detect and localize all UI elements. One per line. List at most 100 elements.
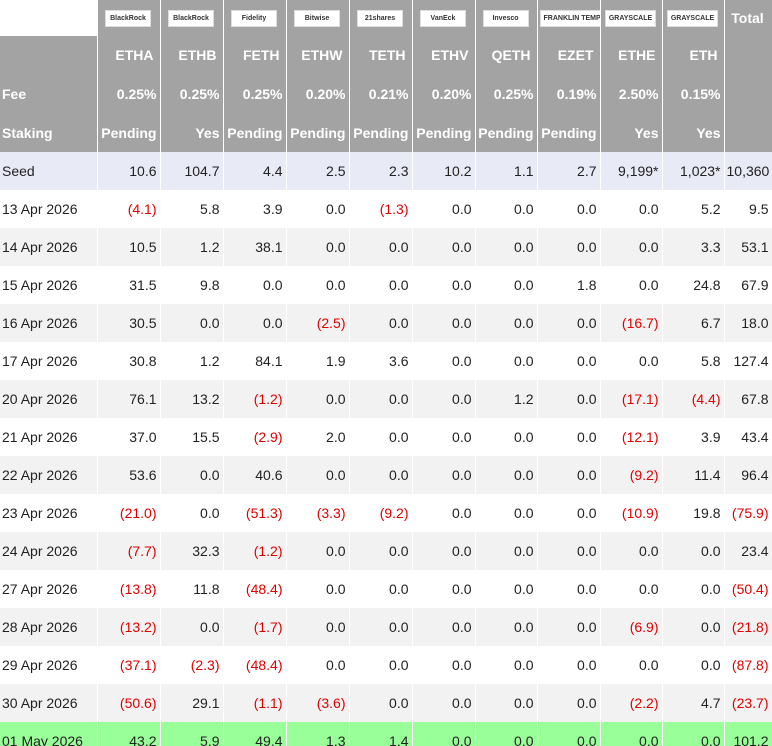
flow-cell: 5.8 — [160, 190, 224, 228]
flow-cell: (13.2) — [97, 608, 161, 646]
flow-cell: 0.0 — [475, 646, 538, 684]
fee-value: 0.25% — [223, 74, 287, 113]
staking-value: Pending — [97, 113, 161, 152]
flow-cell: (1.7) — [223, 608, 287, 646]
flow-cell: 4.7 — [662, 684, 725, 722]
flow-row: 30 Apr 2026 (50.6) 29.1 (1.1) (3.6) 0.0 0.0 0.0… — [0, 684, 772, 722]
flow-cell: 0.0 — [475, 608, 538, 646]
flow-cell: 0.0 — [600, 190, 663, 228]
logo-cell: Bitwise — [286, 0, 350, 36]
flow-cell: 23.4 — [724, 532, 772, 570]
flow-cell: 0.0 — [412, 266, 476, 304]
flow-cell: 0.0 — [223, 304, 287, 342]
flow-cell: 0.0 — [349, 608, 413, 646]
flow-cell: (16.7) — [600, 304, 663, 342]
blank-cell — [724, 113, 772, 152]
flow-cell: (50.6) — [97, 684, 161, 722]
flow-cell: 49.4 — [223, 722, 287, 746]
ticker-row: ETHA ETHB FETH ETHW TETH ETHV QETH EZET ETHE ETH — [0, 36, 772, 74]
flow-cell: (13.8) — [97, 570, 161, 608]
staking-value: Pending — [223, 113, 287, 152]
logo-cell: GRAYSCALE — [600, 0, 663, 36]
flow-cell: 0.0 — [286, 228, 350, 266]
flow-cell: (48.4) — [223, 570, 287, 608]
flow-cell: 101.2 — [724, 722, 772, 746]
flow-cell: 0.0 — [537, 608, 601, 646]
date-cell: 23 Apr 2026 — [0, 494, 98, 532]
flow-cell: 0.0 — [349, 418, 413, 456]
flow-cell: 0.0 — [475, 456, 538, 494]
flow-cell: 1.4 — [349, 722, 413, 746]
flow-cell: 0.0 — [475, 190, 538, 228]
flow-row: 16 Apr 2026 30.5 0.0 0.0 (2.5) 0.0 0.0 0.0 0.0 (1… — [0, 304, 772, 342]
flow-row: 24 Apr 2026 (7.7) 32.3 (1.2) 0.0 0.0 0.0 0.0 0.0… — [0, 532, 772, 570]
flow-cell: (48.4) — [223, 646, 287, 684]
flow-cell: 0.0 — [475, 532, 538, 570]
logo-row: BlackRock BlackRock Fidelity Bitwise 21share… — [0, 0, 772, 36]
flow-cell: 2.7 — [537, 152, 601, 190]
flow-cell: 0.0 — [349, 646, 413, 684]
flow-cell: 0.0 — [412, 646, 476, 684]
flow-cell: 10.5 — [97, 228, 161, 266]
fee-value: 0.19% — [537, 74, 601, 113]
flow-cell: 3.9 — [662, 418, 725, 456]
flow-cell: 0.0 — [537, 418, 601, 456]
flow-cell: 30.8 — [97, 342, 161, 380]
flow-cell: 1.8 — [537, 266, 601, 304]
flow-cell: 1.3 — [286, 722, 350, 746]
flow-cell: 0.0 — [537, 570, 601, 608]
flow-cell: 0.0 — [537, 342, 601, 380]
flow-cell: 0.0 — [475, 570, 538, 608]
flow-cell: 24.8 — [662, 266, 725, 304]
flow-cell: 0.0 — [537, 304, 601, 342]
flow-cell: 10.2 — [412, 152, 476, 190]
flow-cell: 0.0 — [537, 228, 601, 266]
flow-cell: 0.0 — [349, 532, 413, 570]
flow-cell: 0.0 — [475, 266, 538, 304]
ticker: TETH — [349, 36, 413, 74]
flow-cell: 0.0 — [412, 418, 476, 456]
date-cell: 21 Apr 2026 — [0, 418, 98, 456]
ticker: QETH — [475, 36, 538, 74]
seed-row: Seed 10.6 104.7 4.4 2.5 2.3 10.2 1.1 2.7 9,199* 1,… — [0, 152, 772, 190]
staking-value: Pending — [349, 113, 413, 152]
flow-cell: (87.8) — [724, 646, 772, 684]
logo-cell: FRANKLIN TEMPLETON — [537, 0, 601, 36]
blank-cell — [724, 36, 772, 74]
flow-row: 17 Apr 2026 30.8 1.2 84.1 1.9 3.6 0.0 0.0 0.0 0.0… — [0, 342, 772, 380]
flow-cell: 0.0 — [286, 570, 350, 608]
flow-cell: 38.1 — [223, 228, 287, 266]
logo-cell: 21shares — [349, 0, 413, 36]
flow-cell: 0.0 — [160, 608, 224, 646]
flow-cell: 0.0 — [537, 532, 601, 570]
flow-cell: 0.0 — [223, 266, 287, 304]
flow-cell: 43.2 — [97, 722, 161, 746]
staking-value: Pending — [537, 113, 601, 152]
flow-cell: (21.8) — [724, 608, 772, 646]
flow-cell: (2.9) — [223, 418, 287, 456]
flow-cell: (2.3) — [160, 646, 224, 684]
flow-cell: 6.7 — [662, 304, 725, 342]
flow-cell: 0.0 — [412, 608, 476, 646]
row-label: Staking — [0, 113, 98, 152]
issuer-logo: VanEck — [420, 9, 466, 27]
flow-cell: 0.0 — [600, 646, 663, 684]
flow-row: 15 Apr 2026 31.5 9.8 0.0 0.0 0.0 0.0 0.0 1.8 0.0 2… — [0, 266, 772, 304]
flow-cell: 2.3 — [349, 152, 413, 190]
flow-cell: (12.1) — [600, 418, 663, 456]
flow-cell: 0.0 — [286, 380, 350, 418]
flow-cell: 0.0 — [349, 228, 413, 266]
flow-cell: (75.9) — [724, 494, 772, 532]
date-cell: Seed — [0, 152, 98, 190]
flow-cell: 0.0 — [286, 190, 350, 228]
flow-cell: (4.1) — [97, 190, 161, 228]
flow-cell: 18.0 — [724, 304, 772, 342]
flow-cell: 0.0 — [349, 304, 413, 342]
flow-row: 01 May 2026 43.2 5.9 49.4 1.3 1.4 0.0 0.0 0.0 0.0… — [0, 722, 772, 746]
flow-cell: (50.4) — [724, 570, 772, 608]
date-cell: 15 Apr 2026 — [0, 266, 98, 304]
flow-cell: 0.0 — [286, 608, 350, 646]
logo-cell: VanEck — [412, 0, 476, 36]
flow-cell: (2.5) — [286, 304, 350, 342]
flow-row: 27 Apr 2026 (13.8) 11.8 (48.4) 0.0 0.0 0.0 0.0 0… — [0, 570, 772, 608]
